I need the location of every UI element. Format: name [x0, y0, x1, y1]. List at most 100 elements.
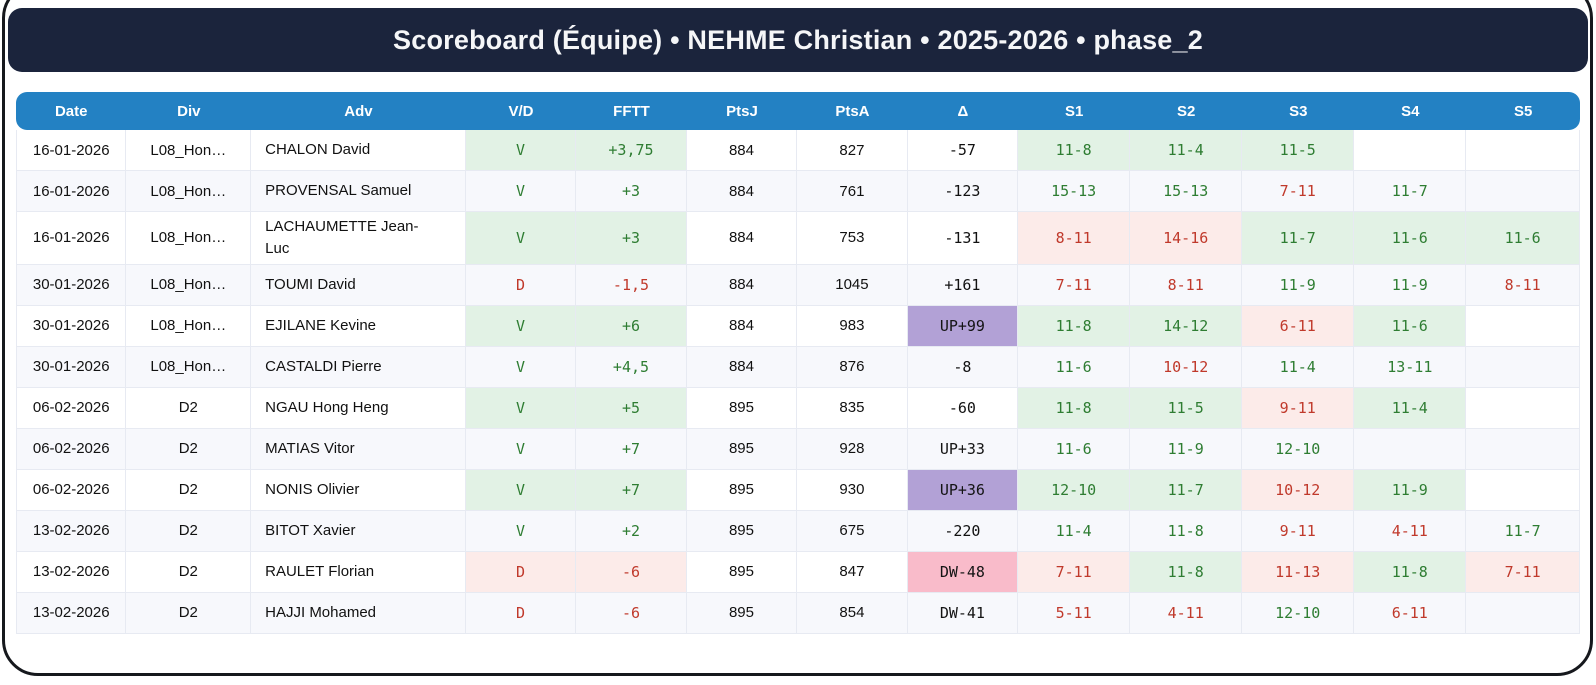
cell-set3: 12-10 — [1242, 428, 1355, 470]
table-row: 13-02-2026 D2 HAJJI Mohamed D -6 895 854 DW-41 5… — [16, 592, 1580, 634]
cell-fftt: +4,5 — [576, 346, 687, 388]
cell-division: D2 — [126, 551, 252, 593]
title-bar: Scoreboard (Équipe) • NEHME Christian • … — [8, 8, 1588, 72]
cell-ptsj: 895 — [686, 551, 798, 593]
cell-set5 — [1466, 130, 1580, 171]
table-row: 30-01-2026 L08_Hon… CASTALDI Pierre V +4,5 88… — [16, 346, 1580, 388]
col-header-vd: V/D — [465, 92, 577, 130]
cell-set2: 11-7 — [1130, 469, 1243, 511]
table-row: 16-01-2026 L08_Hon… CHALON David V +3,75 884 8… — [16, 130, 1580, 171]
cell-division: L08_Hon… — [126, 346, 252, 388]
cell-ptsa: 930 — [797, 469, 908, 511]
cell-adv: CASTALDI Pierre — [251, 346, 466, 388]
cell-ptsa: 835 — [797, 387, 908, 429]
cell-vd: D — [465, 551, 577, 593]
cell-set2: 8-11 — [1130, 264, 1243, 306]
table-header: Date Div Adv V/D FFTT PtsJ PtsA Δ S1 S2 S3 S4 S5 — [16, 92, 1580, 130]
cell-set2: 10-12 — [1130, 346, 1243, 388]
cell-set2: 11-8 — [1130, 510, 1243, 552]
cell-ptsa: 983 — [797, 305, 908, 347]
cell-vd: D — [465, 592, 577, 634]
cell-set3: 11-9 — [1242, 264, 1355, 306]
cell-ptsa: 876 — [797, 346, 908, 388]
cell-set2: 14-12 — [1130, 305, 1243, 347]
cell-fftt: +3,75 — [576, 130, 687, 171]
cell-set3: 11-4 — [1242, 346, 1355, 388]
opponent-name: CASTALDI Pierre — [265, 357, 382, 375]
cell-set1: 11-8 — [1018, 387, 1131, 429]
cell-delta: +161 — [907, 264, 1019, 306]
cell-set4: 11-9 — [1354, 469, 1467, 511]
cell-ptsa: 753 — [797, 212, 908, 265]
cell-set5: 11-7 — [1466, 510, 1580, 552]
cell-delta: UP+36 — [907, 469, 1019, 511]
cell-date: 06-02-2026 — [16, 428, 127, 470]
table-row: 13-02-2026 D2 BITOT Xavier V +2 895 675 -220 11-… — [16, 510, 1580, 552]
col-header-delta: Δ — [907, 92, 1019, 130]
cell-set1: 8-11 — [1018, 212, 1131, 265]
cell-set4 — [1354, 130, 1467, 171]
cell-date: 06-02-2026 — [16, 469, 127, 511]
cell-division: L08_Hon… — [126, 212, 252, 265]
cell-vd: V — [465, 510, 577, 552]
cell-set5 — [1466, 469, 1580, 511]
cell-delta: -60 — [907, 387, 1019, 429]
cell-set5: 11-6 — [1466, 212, 1580, 265]
cell-vd: V — [465, 130, 577, 171]
cell-set1: 11-8 — [1018, 305, 1131, 347]
cell-set3: 9-11 — [1242, 387, 1355, 429]
cell-division: D2 — [126, 428, 252, 470]
cell-division: D2 — [126, 592, 252, 634]
cell-ptsj: 895 — [686, 510, 798, 552]
opponent-name: NONIS Olivier — [265, 480, 360, 498]
cell-set5 — [1466, 592, 1580, 634]
cell-adv: NONIS Olivier — [251, 469, 466, 511]
col-header-s3: S3 — [1242, 92, 1355, 130]
cell-set4: 11-9 — [1354, 264, 1467, 306]
cell-delta: -57 — [907, 130, 1019, 171]
scoreboard-table: Date Div Adv V/D FFTT PtsJ PtsA Δ S1 S2 S3 S4 S5 16-… — [16, 92, 1580, 634]
cell-set2: 14-16 — [1130, 212, 1243, 265]
cell-ptsa: 928 — [797, 428, 908, 470]
opponent-name: MATIAS Vitor — [265, 439, 355, 457]
cell-fftt: +3 — [576, 212, 687, 265]
cell-ptsj: 884 — [686, 305, 798, 347]
cell-ptsa: 854 — [797, 592, 908, 634]
cell-set4: 6-11 — [1354, 592, 1467, 634]
cell-set4 — [1354, 428, 1467, 470]
cell-delta: -131 — [907, 212, 1019, 265]
cell-vd: V — [465, 305, 577, 347]
cell-set1: 11-8 — [1018, 130, 1131, 171]
cell-vd: V — [465, 469, 577, 511]
cell-ptsj: 884 — [686, 346, 798, 388]
cell-adv: NGAU Hong Heng — [251, 387, 466, 429]
cell-vd: D — [465, 264, 577, 306]
opponent-name: EJILANE Kevine — [265, 316, 377, 334]
cell-ptsa: 827 — [797, 130, 908, 171]
cell-date: 13-02-2026 — [16, 510, 127, 552]
col-header-adv: Adv — [251, 92, 466, 130]
cell-division: D2 — [126, 387, 252, 429]
cell-set2: 11-8 — [1130, 551, 1243, 593]
cell-ptsj: 884 — [686, 264, 798, 306]
cell-set2: 11-9 — [1130, 428, 1243, 470]
cell-adv: TOUMI David — [251, 264, 466, 306]
cell-vd: V — [465, 387, 577, 429]
cell-ptsj: 884 — [686, 171, 798, 212]
cell-delta: DW-41 — [907, 592, 1019, 634]
cell-division: D2 — [126, 469, 252, 511]
cell-ptsj: 884 — [686, 212, 798, 265]
cell-ptsj: 895 — [686, 387, 798, 429]
table-row: 30-01-2026 L08_Hon… EJILANE Kevine V +6 884 98… — [16, 305, 1580, 347]
cell-set3: 9-11 — [1242, 510, 1355, 552]
cell-ptsj: 884 — [686, 130, 798, 171]
cell-set1: 7-11 — [1018, 551, 1131, 593]
cell-adv: CHALON David — [251, 130, 466, 171]
cell-set5 — [1466, 171, 1580, 212]
cell-set3: 6-11 — [1242, 305, 1355, 347]
cell-set4: 11-6 — [1354, 212, 1467, 265]
cell-set4: 11-7 — [1354, 171, 1467, 212]
cell-adv: EJILANE Kevine — [251, 305, 466, 347]
opponent-name: NGAU Hong Heng — [265, 398, 389, 416]
page-title: Scoreboard (Équipe) • NEHME Christian • … — [393, 24, 1203, 55]
